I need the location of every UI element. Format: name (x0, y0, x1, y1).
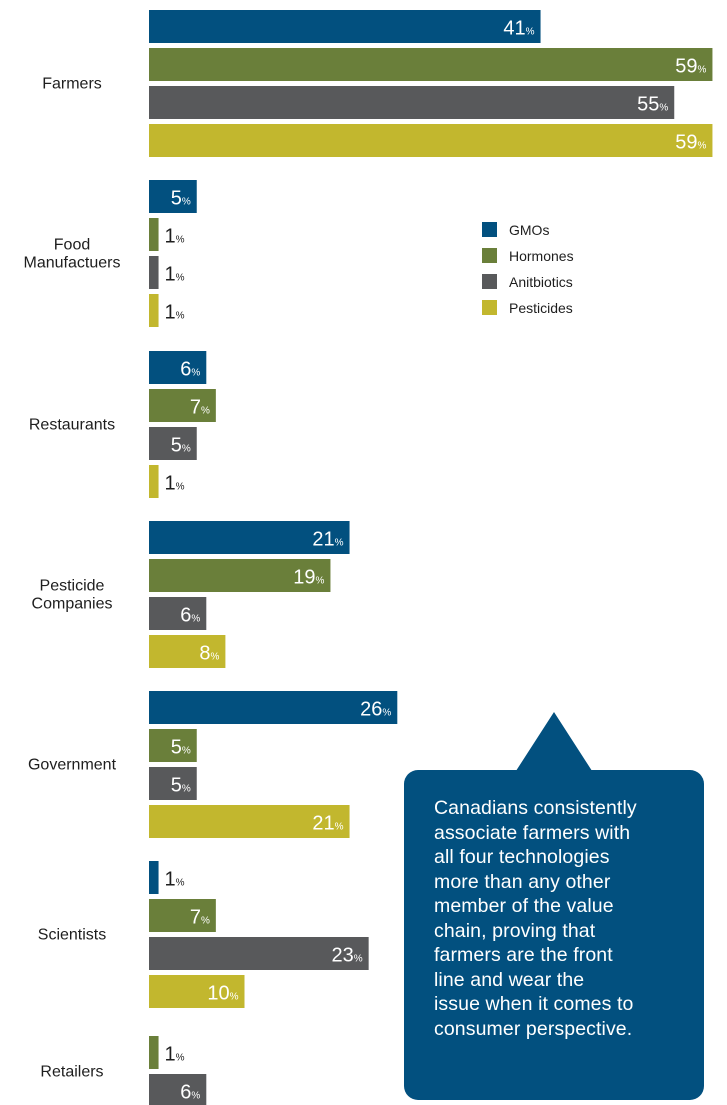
bar-value-label: 21% (312, 813, 343, 835)
bar-value-label: 5% (171, 188, 191, 210)
legend: GMOs Hormones Anitbiotics Pesticides (482, 222, 574, 316)
callout-line: associate farmers with (434, 821, 631, 844)
bar-value-label: 1% (165, 226, 185, 248)
bar-pesticides-2 (149, 465, 159, 498)
category-label: Manufactuers (24, 255, 121, 272)
category-label: Government (28, 757, 117, 774)
legend-swatch (482, 300, 497, 315)
bar-value-label: 59% (675, 132, 706, 154)
bar-pesticides-0 (149, 124, 713, 157)
bar-anitbiotics-3 (149, 597, 207, 630)
bar-gmos-2 (149, 351, 207, 384)
bars-layer: 41% 59% 55% 59% 5% 1% 1% 1% 6% 7% 5% 1% 21% 19% 6% 8% 26… (149, 10, 713, 1105)
bar-gmos-4 (149, 691, 398, 724)
callout-line: more than any other (434, 870, 611, 893)
bar-hormones-5 (149, 899, 216, 932)
callout-line: chain, proving that (434, 919, 596, 942)
bar-value-label: 23% (331, 945, 362, 967)
bar-value-label: 7% (190, 397, 210, 419)
category-label: Food (54, 237, 90, 254)
callout-line: member of the value (434, 895, 614, 917)
callout-line: all four technologies (434, 846, 610, 868)
bar-anitbiotics-4 (149, 767, 197, 800)
category-label: Restaurants (29, 417, 115, 434)
legend-label: GMOs (509, 222, 549, 238)
bar-value-label: 5% (171, 775, 191, 797)
callout-box: Canadians consistently associate farmers… (404, 770, 704, 1100)
legend-label: Anitbiotics (509, 274, 573, 290)
bar-hormones-3 (149, 559, 331, 592)
bar-anitbiotics-1 (149, 256, 159, 289)
category-label: Companies (32, 596, 113, 613)
callout-line: issue when it comes to (434, 993, 634, 1015)
bar-value-label: 26% (360, 699, 391, 721)
callout-pointer (514, 712, 594, 774)
callout-line: farmers are the front (434, 944, 613, 966)
bar-pesticides-3 (149, 635, 226, 668)
category-label: Scientists (38, 927, 106, 944)
bar-value-label: 1% (165, 302, 185, 324)
callout-line: consumer perspective. (434, 1017, 633, 1040)
bar-value-label: 6% (180, 605, 200, 627)
bar-hormones-2 (149, 389, 216, 422)
legend-swatch (482, 248, 497, 263)
bar-value-label: 59% (675, 56, 706, 78)
legend-swatch (482, 222, 497, 237)
bar-gmos-0 (149, 10, 541, 43)
bar-value-label: 1% (165, 264, 185, 286)
legend-swatch (482, 274, 497, 289)
bar-hormones-4 (149, 729, 197, 762)
bar-value-label: 19% (293, 567, 324, 589)
bar-anitbiotics-0 (149, 86, 675, 119)
bar-hormones-1 (149, 218, 159, 251)
bar-pesticides-1 (149, 294, 159, 327)
bar-value-label: 1% (165, 1044, 185, 1066)
bar-value-label: 7% (190, 907, 210, 929)
bar-value-label: 1% (165, 473, 185, 495)
bar-value-label: 6% (180, 359, 200, 381)
category-label: Farmers (42, 76, 102, 93)
bar-value-label: 41% (503, 18, 534, 40)
callout-line: Canadians consistently (434, 797, 637, 819)
bar-gmos-3 (149, 521, 350, 554)
bar-anitbiotics-6 (149, 1074, 207, 1105)
bar-value-label: 5% (171, 435, 191, 457)
legend-label: Hormones (509, 248, 574, 264)
bar-value-label: 10% (207, 983, 238, 1005)
bar-hormones-0 (149, 48, 713, 81)
bar-value-label: 8% (199, 643, 219, 665)
bar-gmos-5 (149, 861, 159, 894)
bar-gmos-1 (149, 180, 197, 213)
bar-value-label: 1% (165, 869, 185, 891)
bar-pesticides-5 (149, 975, 245, 1008)
bar-anitbiotics-2 (149, 427, 197, 460)
bar-anitbiotics-5 (149, 937, 369, 970)
bar-pesticides-4 (149, 805, 350, 838)
callout-line: line and wear the (434, 968, 585, 991)
legend-label: Pesticides (509, 300, 573, 316)
bar-value-label: 55% (637, 94, 668, 116)
bar-value-label: 6% (180, 1082, 200, 1104)
bar-value-label: 21% (312, 529, 343, 551)
bar-hormones-6 (149, 1036, 159, 1069)
bar-value-label: 5% (171, 737, 191, 759)
category-label: Retailers (40, 1064, 103, 1081)
category-label: Pesticide (40, 578, 105, 595)
